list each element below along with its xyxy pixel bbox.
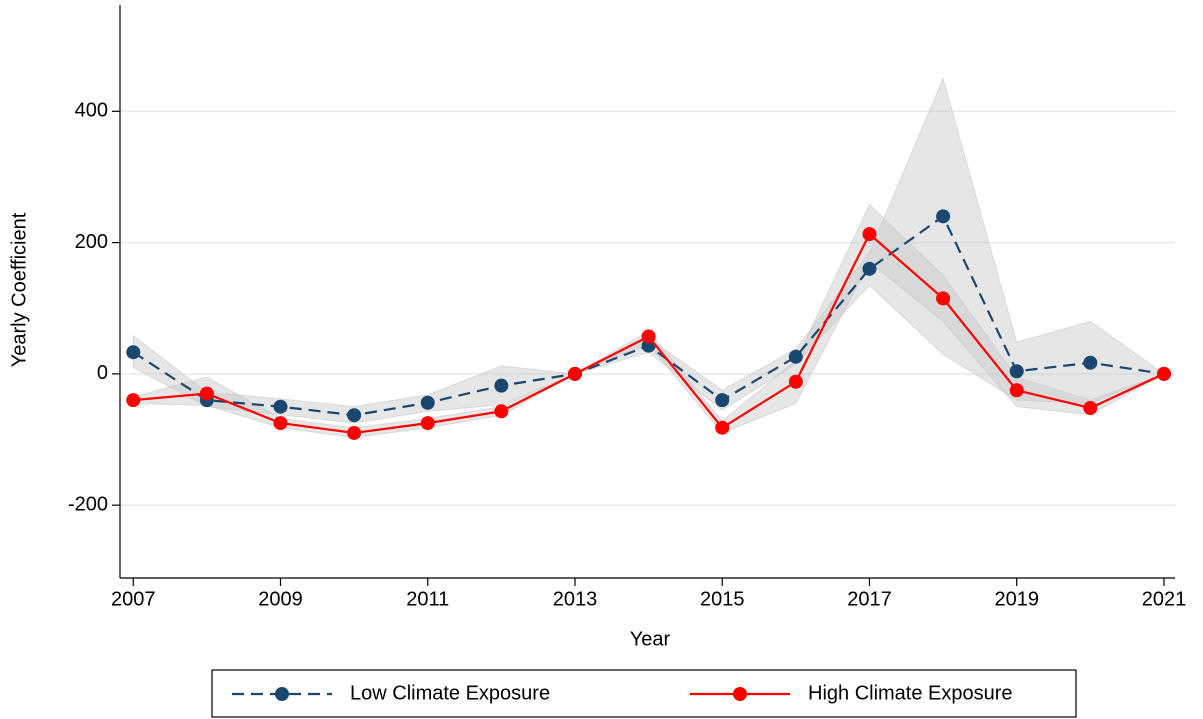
series-point [1009,383,1024,398]
series-point [1156,366,1171,381]
series-point [1009,364,1024,379]
legend-label: High Climate Exposure [808,682,1013,704]
series-point [936,209,951,224]
legend-box [211,669,1077,718]
x-tick-label: 2011 [406,588,449,610]
legend-marker [275,687,289,701]
series-point [1083,355,1098,370]
series-point [347,425,362,440]
series-point [1083,401,1098,416]
series-point [862,261,877,276]
series-point [641,329,656,344]
legend-label: Low Climate Exposure [350,682,550,704]
confidence-band [132,76,1165,424]
series-point [788,349,803,364]
series-point [715,420,730,435]
x-tick-label: 2013 [553,588,598,610]
series-point [347,408,362,423]
confidence-band [132,203,1165,439]
series-point [936,291,951,306]
x-tick-label: 2007 [111,588,156,610]
series-point [273,399,288,414]
series-point [567,366,582,381]
y-tick-label: 200 [75,231,108,253]
x-tick-label: 2019 [994,588,1039,610]
x-tick-label: 2021 [1142,588,1187,610]
series-point [126,393,141,408]
x-axis-title: Year [630,628,671,650]
legend-marker [733,687,747,701]
series-point [273,416,288,431]
series-point [494,404,509,419]
x-tick-label: 2015 [700,588,745,610]
series-point [494,378,509,393]
x-tick-label: 2017 [847,588,892,610]
y-axis-title: Yearly Coefficient [8,212,30,367]
series-point [862,227,877,242]
y-tick-label: 0 [97,362,108,384]
y-tick-label: -200 [68,493,108,515]
bands [120,76,1175,506]
series-point [199,386,214,401]
series-point [126,345,141,360]
series-point [715,393,730,408]
x-tick-label: 2009 [258,588,303,610]
series-point [788,374,803,389]
series-point [420,395,435,410]
y-tick-label: 400 [75,100,108,122]
series-point [420,416,435,431]
